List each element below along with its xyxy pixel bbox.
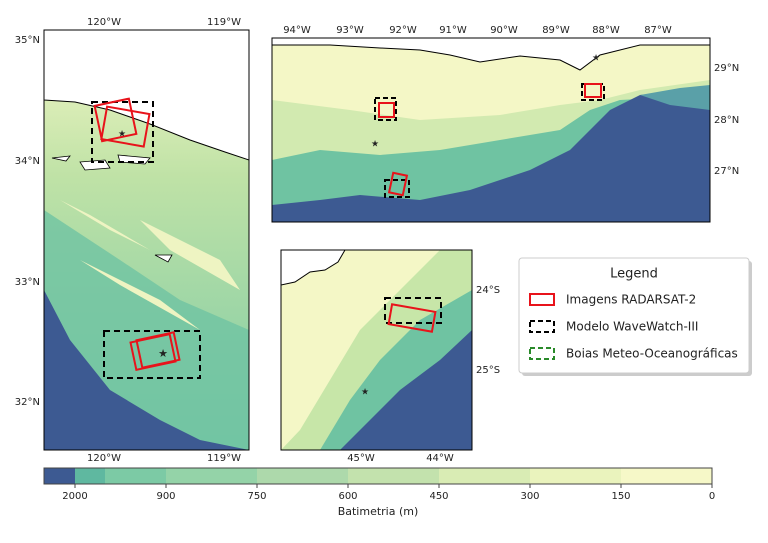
lon-label: 119°W — [207, 453, 241, 464]
frame — [43, 29, 250, 451]
map-california: ★ ★ — [44, 30, 249, 450]
colorbar-frame — [43, 467, 713, 485]
frame — [280, 249, 473, 451]
lon-label: 91°W — [439, 25, 467, 36]
legend: Legend — [518, 257, 752, 376]
lon-label: 90°W — [490, 25, 518, 36]
legend-entry: Imagens RADARSAT-2 — [566, 293, 696, 307]
colorbar-segment — [530, 468, 621, 484]
lon-label: 87°W — [644, 25, 672, 36]
colorbar-segment — [166, 468, 257, 484]
frame — [271, 37, 711, 223]
svg-text:★: ★ — [158, 347, 168, 360]
lat-label: 34°N — [15, 156, 40, 167]
lat-label: 33°N — [15, 277, 40, 288]
lat-label: 28°N — [714, 115, 739, 126]
svg-text:★: ★ — [592, 54, 600, 64]
lon-label: 92°W — [389, 25, 417, 36]
colorbar-segment — [75, 468, 105, 484]
svg-text:★: ★ — [361, 388, 369, 398]
lat-label: 29°N — [714, 63, 739, 74]
colorbar-segment — [621, 468, 712, 484]
lat-label: 24°S — [476, 285, 500, 296]
colorbar-segment — [44, 468, 75, 484]
svg-text:★: ★ — [118, 130, 126, 140]
colorbar-tick-label: 900 — [156, 491, 175, 502]
lon-label: 44°W — [426, 453, 454, 464]
legend-title: Legend — [610, 267, 658, 282]
colorbar-segment — [439, 468, 530, 484]
map-santos: ★ — [281, 250, 472, 450]
legend-entry: Modelo WaveWatch-III — [566, 320, 698, 334]
colorbar-tick-label: 150 — [611, 491, 630, 502]
colorbar-segment — [348, 468, 439, 484]
map-gulf: ★ ★ — [272, 38, 710, 222]
lon-label: 88°W — [592, 25, 620, 36]
lon-label: 45°W — [347, 453, 375, 464]
lat-label: 32°N — [15, 397, 40, 408]
colorbar-tick-label: 600 — [338, 491, 357, 502]
colorbar-tick-label: 750 — [247, 491, 266, 502]
legend-entry: Boias Meteo-Oceanográficas — [566, 347, 738, 361]
colorbar-segment — [105, 468, 166, 484]
colorbar-label: Batimetria (m) — [338, 505, 419, 518]
lat-label: 27°N — [714, 166, 739, 177]
colorbar-tick-label: 450 — [429, 491, 448, 502]
lon-label: 89°W — [542, 25, 570, 36]
colorbar-tick-label: 0 — [709, 491, 715, 502]
lat-label: 35°N — [15, 35, 40, 46]
colorbar-tick-label: 2000 — [62, 491, 87, 502]
lon-label: 94°W — [283, 25, 311, 36]
lat-label: 25°S — [476, 365, 500, 376]
lon-label: 93°W — [336, 25, 364, 36]
colorbar-segment — [257, 468, 348, 484]
lon-label: 120°W — [87, 453, 121, 464]
colorbar-tick-label: 300 — [520, 491, 539, 502]
lon-label: 120°W — [87, 17, 121, 28]
lon-label: 119°W — [207, 17, 241, 28]
svg-text:★: ★ — [371, 140, 379, 150]
